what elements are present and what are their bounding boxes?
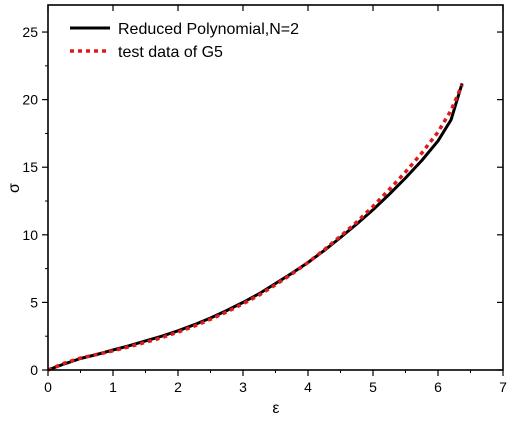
y-tick-label: 5 (30, 294, 38, 310)
y-tick-label: 0 (30, 362, 38, 378)
x-tick-label: 7 (499, 379, 507, 395)
series-line-1 (47, 82, 464, 372)
plot-frame (47, 4, 504, 371)
tick-labels: 0 1 2 3 4 5 6 7 0 5 10 15 20 25 (22, 24, 507, 395)
x-tick-label: 4 (304, 379, 312, 395)
y-tick-label: 20 (22, 92, 38, 108)
x-tick-label: 2 (174, 379, 182, 395)
x-tick-label: 3 (239, 379, 247, 395)
y-axis-label: σ (6, 183, 23, 193)
series-line-2 (47, 84, 464, 372)
x-tick-label: 6 (434, 379, 442, 395)
x-axis-label: ε (272, 400, 279, 417)
x-tick-label: 0 (44, 379, 52, 395)
y-tick-label: 15 (22, 159, 38, 175)
x-tick-label: 5 (369, 379, 377, 395)
legend: Reduced Polynomial,N=2 test data of G5 (70, 21, 299, 61)
series-lines (47, 82, 464, 372)
axis-ticks (42, 5, 504, 376)
legend-label-2: test data of G5 (118, 44, 223, 61)
legend-label-1: Reduced Polynomial,N=2 (118, 21, 299, 38)
x-tick-label: 1 (109, 379, 117, 395)
y-tick-label: 10 (22, 227, 38, 243)
y-tick-label: 25 (22, 24, 38, 40)
